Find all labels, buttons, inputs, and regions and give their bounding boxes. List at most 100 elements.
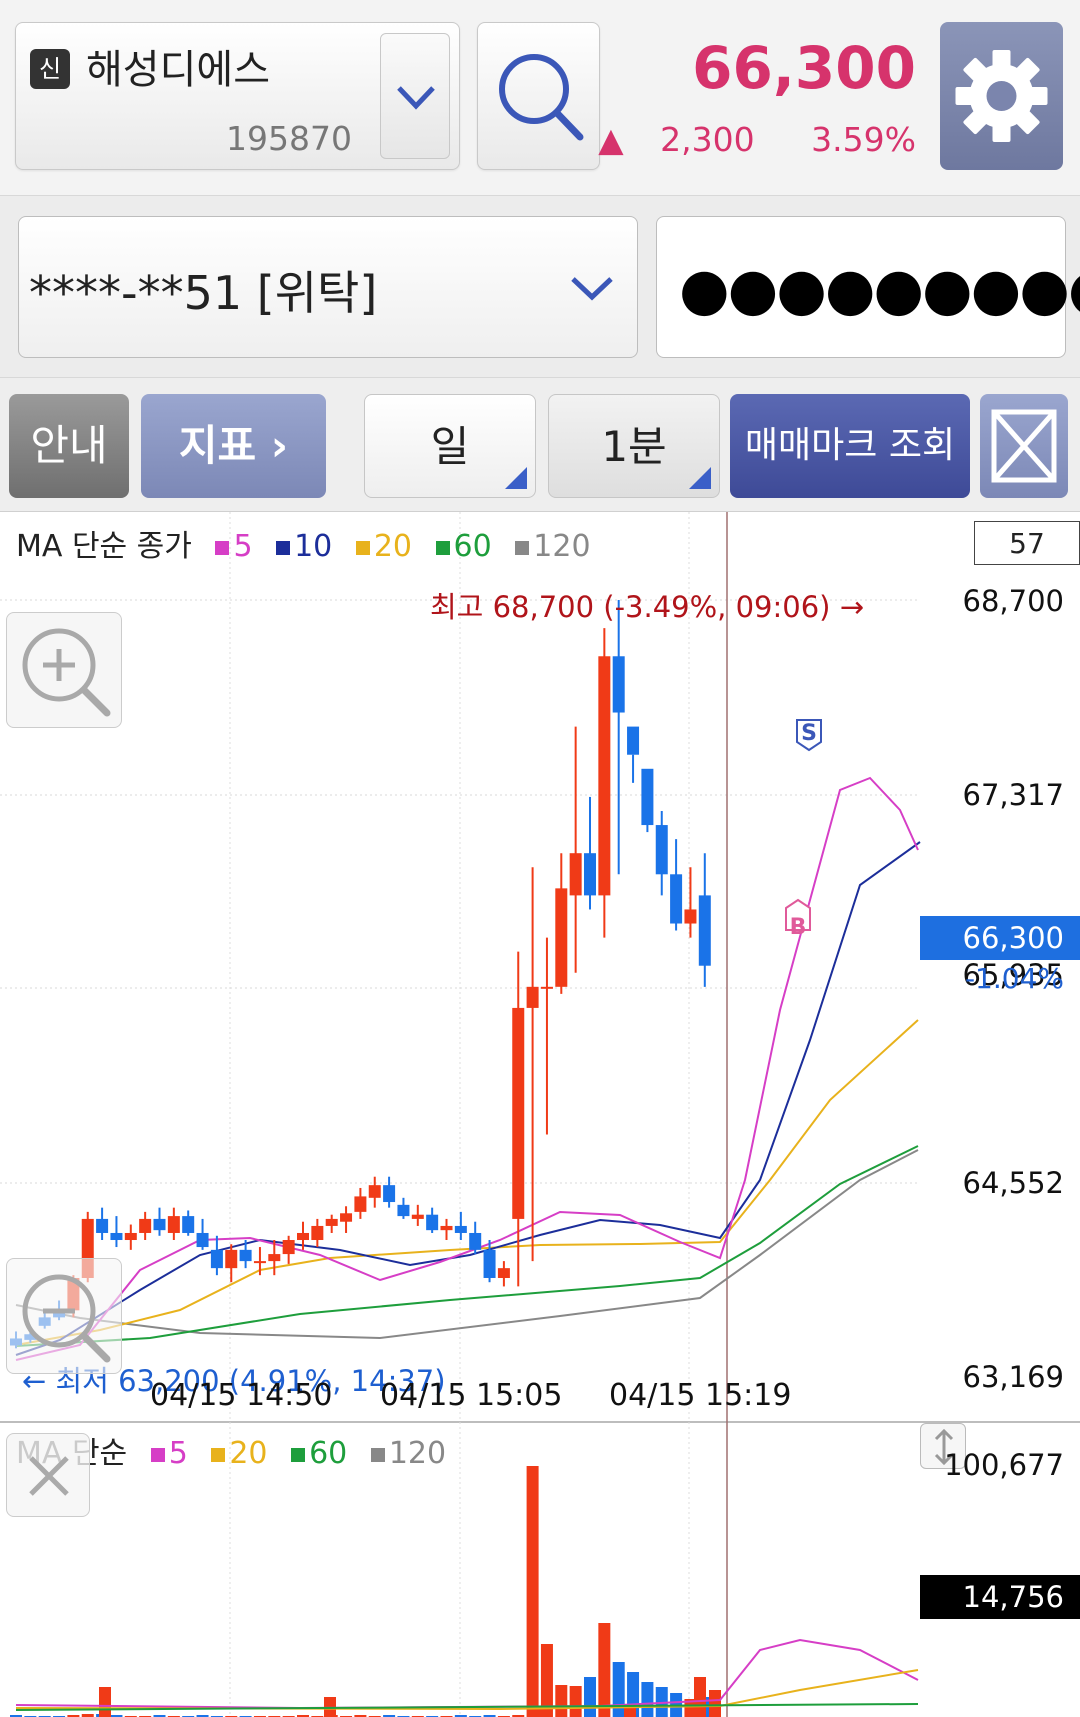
legend-ma120: 120	[388, 1436, 447, 1471]
zoom-in-button[interactable]	[6, 612, 122, 728]
price-chart[interactable]: BS	[0, 512, 1080, 1717]
candle-body	[584, 853, 596, 896]
candle-body	[139, 1218, 152, 1233]
buy-mark	[785, 898, 811, 931]
account-bar: ****-**51 [위탁] ●●●●●●●●●	[0, 196, 1080, 378]
legend-ma20: 20	[229, 1436, 268, 1471]
expand-button[interactable]	[980, 394, 1068, 498]
price-axis-label: 65,935	[962, 958, 1064, 992]
volume-bar	[153, 1715, 166, 1717]
search-icon	[499, 54, 584, 141]
up-arrow-icon: ▲	[598, 120, 624, 159]
candle-body	[698, 895, 711, 966]
ma120-line	[15, 1149, 919, 1340]
candle-body	[512, 1007, 525, 1219]
indicator-button[interactable]: 지표 ›	[141, 394, 326, 498]
candle-body	[540, 986, 553, 989]
candle-body	[253, 1261, 266, 1264]
volume-bar	[454, 1715, 467, 1717]
zoom-in-icon	[22, 628, 111, 717]
volume-bar	[540, 1644, 553, 1717]
stock-header: 신 해성디에스 195870 66,300 ▲ 2,300 3.59%	[0, 0, 1080, 196]
close-volume-button[interactable]	[6, 1433, 90, 1517]
volume-bar	[81, 1714, 94, 1717]
volume-bar	[612, 1662, 625, 1717]
volume-ma60-line	[15, 1703, 919, 1711]
x-axis-label: 04/15 15:19	[609, 1378, 792, 1413]
dropdown-corner-icon	[505, 467, 527, 489]
chart-toolbar: 안내 지표 › 일 1분 매매마크 조회	[0, 378, 1080, 512]
ma120-swatch	[515, 540, 530, 555]
x-axis-label: 04/15 15:05	[380, 1378, 563, 1413]
candle-body	[526, 986, 539, 1008]
candle-body	[641, 768, 654, 826]
ma5-line	[15, 776, 919, 1361]
candle-body	[454, 1225, 467, 1233]
volume-bar	[529, 1707, 541, 1717]
legend-ma120: 120	[533, 529, 591, 564]
candle-body	[110, 1232, 123, 1241]
candle-body	[627, 726, 640, 755]
legend-title: MA 단순 종가	[16, 529, 192, 564]
vertical-scale-button[interactable]	[920, 1423, 966, 1469]
ma20-swatch	[355, 540, 370, 555]
buy-mark-label: B	[790, 915, 807, 940]
candle-body	[182, 1216, 195, 1233]
volume-bar	[694, 1677, 706, 1717]
candle-body	[311, 1225, 324, 1241]
volume-ma5-line	[15, 1638, 919, 1710]
current-volume-tag: 14,756	[920, 1575, 1080, 1619]
volume-bar	[709, 1690, 721, 1717]
trade-marks-button[interactable]: 매매마크 조회	[730, 394, 970, 498]
settings-button[interactable]	[940, 22, 1063, 170]
volume-bar	[512, 1715, 525, 1717]
ma120-swatch	[370, 1447, 385, 1462]
candle-body	[167, 1216, 180, 1233]
current-price: 66,300	[692, 34, 916, 102]
volume-bar	[584, 1677, 596, 1717]
candle-count[interactable]: 57	[974, 521, 1080, 565]
ma60-swatch	[435, 540, 450, 555]
close-icon	[29, 1456, 69, 1496]
ma20-swatch	[211, 1447, 226, 1462]
candle-body	[210, 1249, 223, 1269]
ma10-swatch	[276, 540, 291, 555]
candle-body	[196, 1232, 209, 1248]
stock-selector[interactable]: 신 해성디에스 195870	[15, 22, 460, 170]
ma60-swatch	[291, 1447, 306, 1462]
x-axis-label: 04/15 14:50	[150, 1378, 333, 1413]
current-price-tag: 66,300	[920, 916, 1080, 960]
volume-bar	[99, 1687, 111, 1717]
candle-body	[325, 1218, 338, 1226]
volume-bar	[526, 1466, 539, 1717]
sell-mark-label: S	[801, 721, 817, 746]
guide-button[interactable]: 안내	[9, 394, 129, 498]
volume-bar	[598, 1623, 611, 1717]
volume-axis-label: 100,677	[944, 1448, 1064, 1482]
ma5-swatch	[150, 1447, 165, 1462]
stock-dropdown-button[interactable]	[380, 33, 450, 159]
zoom-out-button[interactable]	[6, 1258, 122, 1374]
volume-bar	[10, 1715, 22, 1717]
zoom-out-icon	[22, 1274, 111, 1363]
interval-select[interactable]: 1분	[548, 394, 720, 498]
expand-icon	[991, 409, 1057, 483]
price-axis-label: 67,317	[962, 778, 1064, 812]
candle-body	[440, 1225, 453, 1231]
dropdown-corner-icon	[689, 467, 711, 489]
search-button[interactable]	[477, 22, 600, 170]
legend-ma60: 60	[309, 1436, 348, 1471]
account-selector[interactable]: ****-**51 [위탁]	[18, 216, 638, 358]
period-select[interactable]: 일	[364, 394, 536, 498]
ma-legend: MA 단순 종가 5 10 20 60 120	[16, 521, 591, 565]
password-field[interactable]: ●●●●●●●●●	[656, 216, 1080, 358]
legend-ma20: 20	[373, 529, 412, 564]
candle-body	[655, 825, 668, 875]
volume-bar	[569, 1686, 582, 1717]
volume-bar	[196, 1715, 209, 1717]
price-axis-label: 63,169	[962, 1360, 1064, 1394]
candle-body	[598, 656, 611, 896]
stock-code: 195870	[226, 119, 352, 158]
current-pct-label: -1.04%	[964, 962, 1064, 995]
candle-body	[469, 1232, 482, 1250]
